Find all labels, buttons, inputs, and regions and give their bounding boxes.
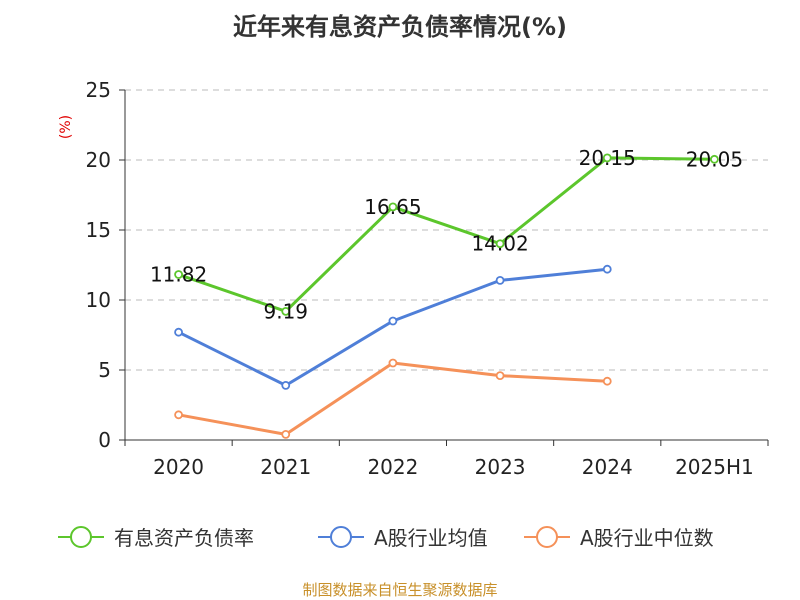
legend-circle-marker xyxy=(536,526,558,548)
legend-item[interactable]: A股行业均值 xyxy=(318,526,488,550)
data-label: 20.05 xyxy=(686,147,743,171)
data-point xyxy=(602,264,612,274)
source-note: 制图数据来自恒生聚源数据库 xyxy=(302,581,497,599)
series-2 xyxy=(174,358,612,439)
x-tick-label: 2021 xyxy=(260,455,311,479)
x-tick-label: 2024 xyxy=(582,455,633,479)
legend-item[interactable]: 有息资产负债率 xyxy=(58,526,254,550)
y-tick-label: 25 xyxy=(86,78,111,102)
data-point xyxy=(495,275,505,285)
series-1 xyxy=(174,264,612,390)
data-point xyxy=(388,202,398,212)
legend-label: 有息资产负债率 xyxy=(114,526,254,550)
x-tick-label: 2022 xyxy=(367,455,418,479)
data-label: 20.15 xyxy=(579,146,636,170)
y-tick-label: 15 xyxy=(86,218,111,242)
y-tick-label: 10 xyxy=(86,288,111,312)
x-tick-label: 2020 xyxy=(153,455,204,479)
data-point xyxy=(174,327,183,337)
y-tick-label: 5 xyxy=(98,358,111,382)
axes: 0 5 10 15 20 25 2020 2021 2022 2023 2024 2025H1 xyxy=(86,78,769,479)
data-point xyxy=(602,153,612,163)
data-labels: 11.82 9.19 16.65 14.02 20.15 20.05 xyxy=(150,146,743,323)
series-0 xyxy=(174,153,719,316)
data-point xyxy=(281,306,291,316)
data-point xyxy=(495,371,505,381)
y-axis-label: (%) xyxy=(58,115,74,139)
y-tick-label: 20 xyxy=(86,148,111,172)
data-label: 9.19 xyxy=(263,299,308,323)
chart-title: 近年来有息资产负债率情况(%) xyxy=(233,13,567,41)
legend-item[interactable]: A股行业中位数 xyxy=(524,526,714,550)
data-point xyxy=(602,376,612,386)
series-layer xyxy=(174,153,719,439)
series-line xyxy=(177,267,608,387)
data-point xyxy=(388,358,398,368)
data-point xyxy=(710,154,719,164)
data-label: 11.82 xyxy=(150,263,207,287)
grid-lines xyxy=(125,89,768,371)
data-point xyxy=(174,270,183,279)
legend-circle-marker xyxy=(70,526,92,548)
series-line xyxy=(178,361,608,436)
legend: 有息资产负债率 A股行业均值 A股行业中位数 xyxy=(58,526,714,550)
y-tick-label: 0 xyxy=(98,428,111,452)
data-point xyxy=(174,410,183,420)
data-label: 16.65 xyxy=(364,195,421,219)
series-line xyxy=(178,156,715,313)
data-point xyxy=(495,239,505,249)
x-tick-label: 2025H1 xyxy=(675,455,754,479)
legend-label: A股行业中位数 xyxy=(580,526,714,550)
data-point xyxy=(281,380,291,390)
x-tick-label: 2023 xyxy=(475,455,526,479)
data-point xyxy=(388,316,398,326)
legend-circle-marker xyxy=(330,526,352,548)
data-point xyxy=(281,429,291,439)
data-label: 14.02 xyxy=(471,232,528,256)
legend-label: A股行业均值 xyxy=(374,526,488,550)
